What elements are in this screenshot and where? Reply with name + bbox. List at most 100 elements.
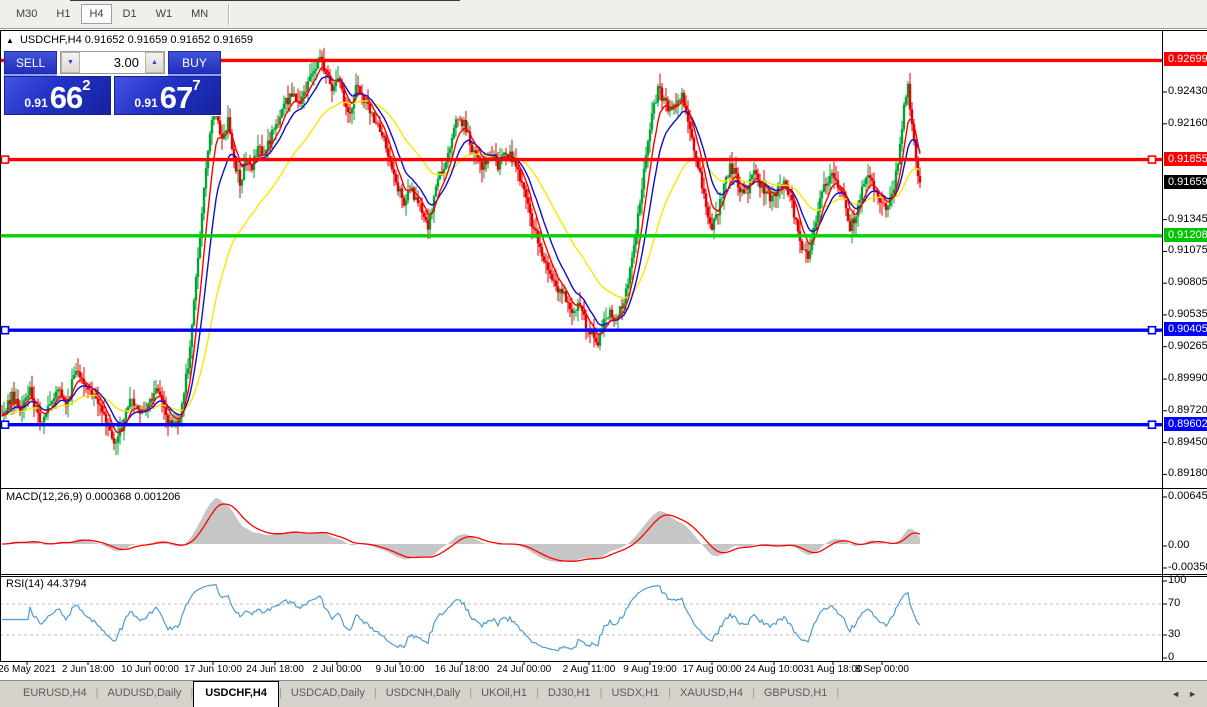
time-axis-label: 17 Jun 10:00 xyxy=(184,664,242,675)
symbol-tab-xauusd[interactable]: XAUUSD,H4 xyxy=(680,687,743,699)
time-axis-label: 9 Jul 10:00 xyxy=(375,664,425,675)
price-axis-label: 0.92160 xyxy=(1168,116,1207,129)
toolbar-separator xyxy=(228,3,230,25)
buy-price-main: 67 xyxy=(159,80,193,115)
tab-separator: | xyxy=(469,687,473,699)
price-level-label: 0.91855 xyxy=(1164,151,1207,166)
rsi-axis-label: 100 xyxy=(1168,574,1187,586)
price-axis-label: 0.90265 xyxy=(1168,339,1207,352)
time-axis-label: 24 Jun 18:00 xyxy=(246,664,304,675)
macd-axis-label: 0.006451 xyxy=(1168,490,1207,502)
timeframe-button-d1[interactable]: D1 xyxy=(122,8,137,20)
price-axis-label: 0.89720 xyxy=(1168,403,1207,416)
rsi-axis-label: 30 xyxy=(1168,628,1181,640)
symbol-tab-bar: EURUSD,H4 | AUDUSD,Daily | USDCHF,H4 | USDCAD,… xyxy=(0,680,1207,707)
time-axis-label: 26 May 2021 xyxy=(0,664,56,675)
price-level-label: 0.91208 xyxy=(1164,227,1207,242)
symbol-tab-usdcad[interactable]: USDCAD,Daily xyxy=(290,687,365,699)
volume-spinner: ▼ 3.00 ▲ xyxy=(60,51,165,74)
time-axis-label: 9 Aug 19:00 xyxy=(623,664,677,675)
buy-price-pip: 7 xyxy=(192,77,201,94)
volume-input[interactable]: 3.00 xyxy=(113,55,139,70)
rsi-indicator-label: RSI(14) 44.3794 xyxy=(6,578,87,590)
price-axis-label: 0.90535 xyxy=(1168,307,1207,320)
rsi-axis-label: 0 xyxy=(1168,651,1175,663)
timeframe-button-w1[interactable]: W1 xyxy=(155,8,173,20)
time-axis-label: 17 Aug 00:00 xyxy=(682,664,742,675)
tab-separator: | xyxy=(190,687,194,699)
time-axis-label: 16 Jul 18:00 xyxy=(434,664,490,675)
time-axis-label: 24 Aug 10:00 xyxy=(744,664,804,675)
timeframe-button-group: M30 H1 H4 D1 W1 MN xyxy=(8,4,219,24)
macd-axis-label: 0.00 xyxy=(1168,539,1190,551)
macd-indicator-label: MACD(12,26,9) 0.000368 0.001206 xyxy=(6,491,180,503)
sell-price-display[interactable]: 0.91 66 2 xyxy=(4,76,111,115)
timeframe-button-m30[interactable]: M30 xyxy=(16,8,38,20)
timeframe-button-mn[interactable]: MN xyxy=(191,8,209,20)
rsi-value: 44.3794 xyxy=(46,578,87,590)
volume-decrease-icon[interactable]: ▼ xyxy=(61,52,80,73)
price-axis-label: 0.90805 xyxy=(1168,276,1207,289)
time-axis-label: 24 Jul 00:00 xyxy=(496,664,552,675)
tab-scroll-nav: ◄ ► xyxy=(1171,681,1197,707)
chart-ohlc-values: 0.91652 0.91659 0.91652 0.91659 xyxy=(84,34,253,46)
price-axis-label: 0.91075 xyxy=(1168,244,1207,257)
time-axis-label: 2 Jun 18:00 xyxy=(61,664,115,675)
tab-separator: | xyxy=(668,687,672,699)
price-axis-label: 0.91345 xyxy=(1168,212,1207,225)
one-click-trading-panel: SELL ▼ 3.00 ▲ BUY 0.91 66 2 0.91 67 7 xyxy=(4,50,221,116)
rsi-name: RSI(14) xyxy=(6,578,44,590)
tab-separator: | xyxy=(836,687,840,699)
price-axis-label: 0.92430 xyxy=(1168,85,1207,97)
sell-button[interactable]: SELL xyxy=(4,51,57,74)
tab-scroll-right-icon[interactable]: ► xyxy=(1188,689,1197,699)
symbol-tab-dj30[interactable]: DJ30,H1 xyxy=(547,687,591,699)
symbol-tab-usdchf[interactable]: USDCHF,H4 xyxy=(193,681,279,707)
price-axis-label: 0.89180 xyxy=(1168,467,1207,480)
buy-price-prefix: 0.91 xyxy=(134,96,158,110)
tab-separator: | xyxy=(373,687,377,699)
tab-separator: | xyxy=(751,687,755,699)
timeframe-button-h1[interactable]: H1 xyxy=(56,8,71,20)
buy-button[interactable]: BUY xyxy=(168,51,221,74)
tab-scroll-left-icon[interactable]: ◄ xyxy=(1171,689,1181,699)
symbol-tab-gbpusd[interactable]: GBPUSD,H1 xyxy=(763,687,828,699)
price-level-label: 0.91659 xyxy=(1164,174,1207,189)
time-axis-label: 10 Jun 00:00 xyxy=(121,664,179,675)
chart-area: ▲ USDCHF,H4 0.91652 0.91659 0.91652 0.91… xyxy=(0,30,1207,681)
symbol-tab-audusd[interactable]: AUDUSD,Daily xyxy=(107,687,182,699)
symbol-tab-usdcnh[interactable]: USDCNH,Daily xyxy=(385,687,461,699)
price-level-label: 0.89602 xyxy=(1164,416,1207,431)
symbol-tab-eurusd[interactable]: EURUSD,H4 xyxy=(23,687,87,699)
price-axis-label: 0.89450 xyxy=(1168,435,1207,448)
sell-price-prefix: 0.91 xyxy=(24,96,48,110)
chart-symbol-timeframe: USDCHF,H4 xyxy=(19,34,82,46)
time-axis-label: 31 Aug 18:00 xyxy=(803,664,863,675)
macd-axis-label: -0.003507 xyxy=(1168,561,1207,573)
symbol-tab-usdx[interactable]: USDX,H1 xyxy=(611,687,660,699)
chart-canvas xyxy=(0,31,1207,665)
price-axis-label: 0.89990 xyxy=(1168,372,1207,385)
macd-name: MACD(12,26,9) xyxy=(6,491,83,503)
volume-increase-icon[interactable]: ▲ xyxy=(145,52,164,73)
tab-separator: | xyxy=(279,687,282,699)
tab-separator: | xyxy=(95,687,99,699)
timeframe-toolbar: M30 H1 H4 D1 W1 MN xyxy=(0,0,1207,29)
rsi-axis-label: 70 xyxy=(1168,597,1181,609)
sell-price-main: 66 xyxy=(49,80,83,115)
collapse-arrow-icon[interactable]: ▲ xyxy=(6,36,14,45)
top-edge-line xyxy=(70,0,460,1)
sell-price-pip: 2 xyxy=(82,77,91,94)
time-axis-label: 2 Aug 11:00 xyxy=(562,664,616,675)
timeframe-button-h4[interactable]: H4 xyxy=(81,4,112,24)
tab-separator: | xyxy=(535,687,539,699)
price-level-label: 0.90405 xyxy=(1164,322,1207,337)
time-axis-label: 8 Sep 00:00 xyxy=(855,664,909,675)
tab-separator: | xyxy=(599,687,603,699)
symbol-tab-ukoil[interactable]: UKOil,H1 xyxy=(481,687,527,699)
macd-values: 0.000368 0.001206 xyxy=(85,491,181,503)
chart-title: ▲ USDCHF,H4 0.91652 0.91659 0.91652 0.91… xyxy=(6,34,253,46)
time-axis-label: 2 Jul 00:00 xyxy=(312,664,362,675)
buy-price-display[interactable]: 0.91 67 7 xyxy=(114,76,221,115)
